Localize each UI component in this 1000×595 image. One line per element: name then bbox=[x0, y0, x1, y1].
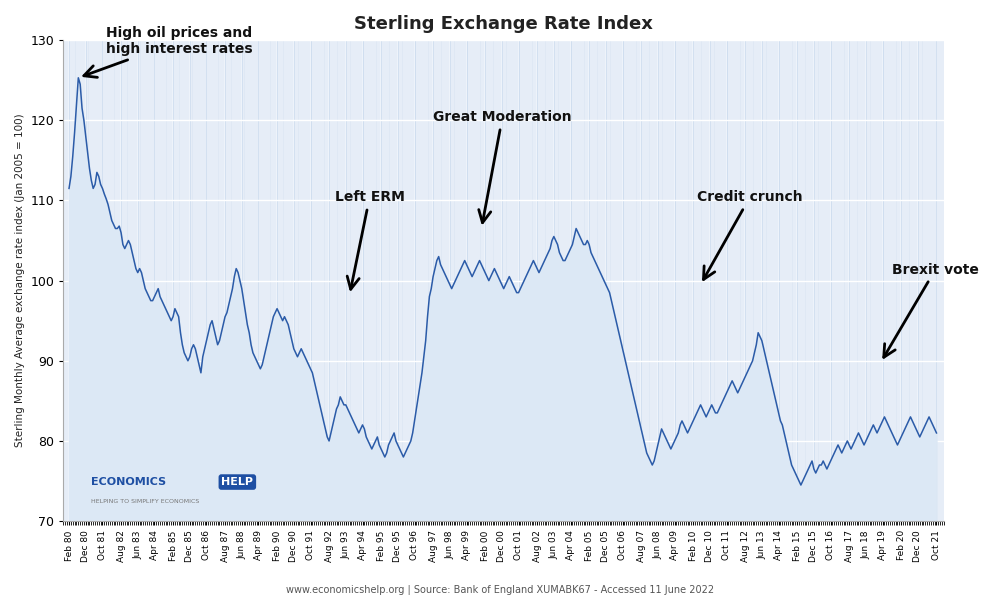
Text: Brexit vote: Brexit vote bbox=[884, 262, 979, 358]
Text: ECONOMICS: ECONOMICS bbox=[91, 477, 166, 487]
Text: Great Moderation: Great Moderation bbox=[433, 110, 572, 223]
Text: High oil prices and
high interest rates: High oil prices and high interest rates bbox=[84, 26, 253, 77]
Text: Credit crunch: Credit crunch bbox=[697, 190, 802, 280]
Text: HELPING TO SIMPLIFY ECONOMICS: HELPING TO SIMPLIFY ECONOMICS bbox=[91, 499, 200, 505]
Text: HELP: HELP bbox=[221, 477, 253, 487]
Text: Left ERM: Left ERM bbox=[335, 190, 405, 289]
Text: www.economicshelp.org | Source: Bank of England XUMABK67 - Accessed 11 June 2022: www.economicshelp.org | Source: Bank of … bbox=[286, 584, 714, 594]
Y-axis label: Sterling Monthly Average exchange rate index (Jan 2005 = 100): Sterling Monthly Average exchange rate i… bbox=[15, 114, 25, 447]
Title: Sterling Exchange Rate Index: Sterling Exchange Rate Index bbox=[354, 15, 653, 33]
